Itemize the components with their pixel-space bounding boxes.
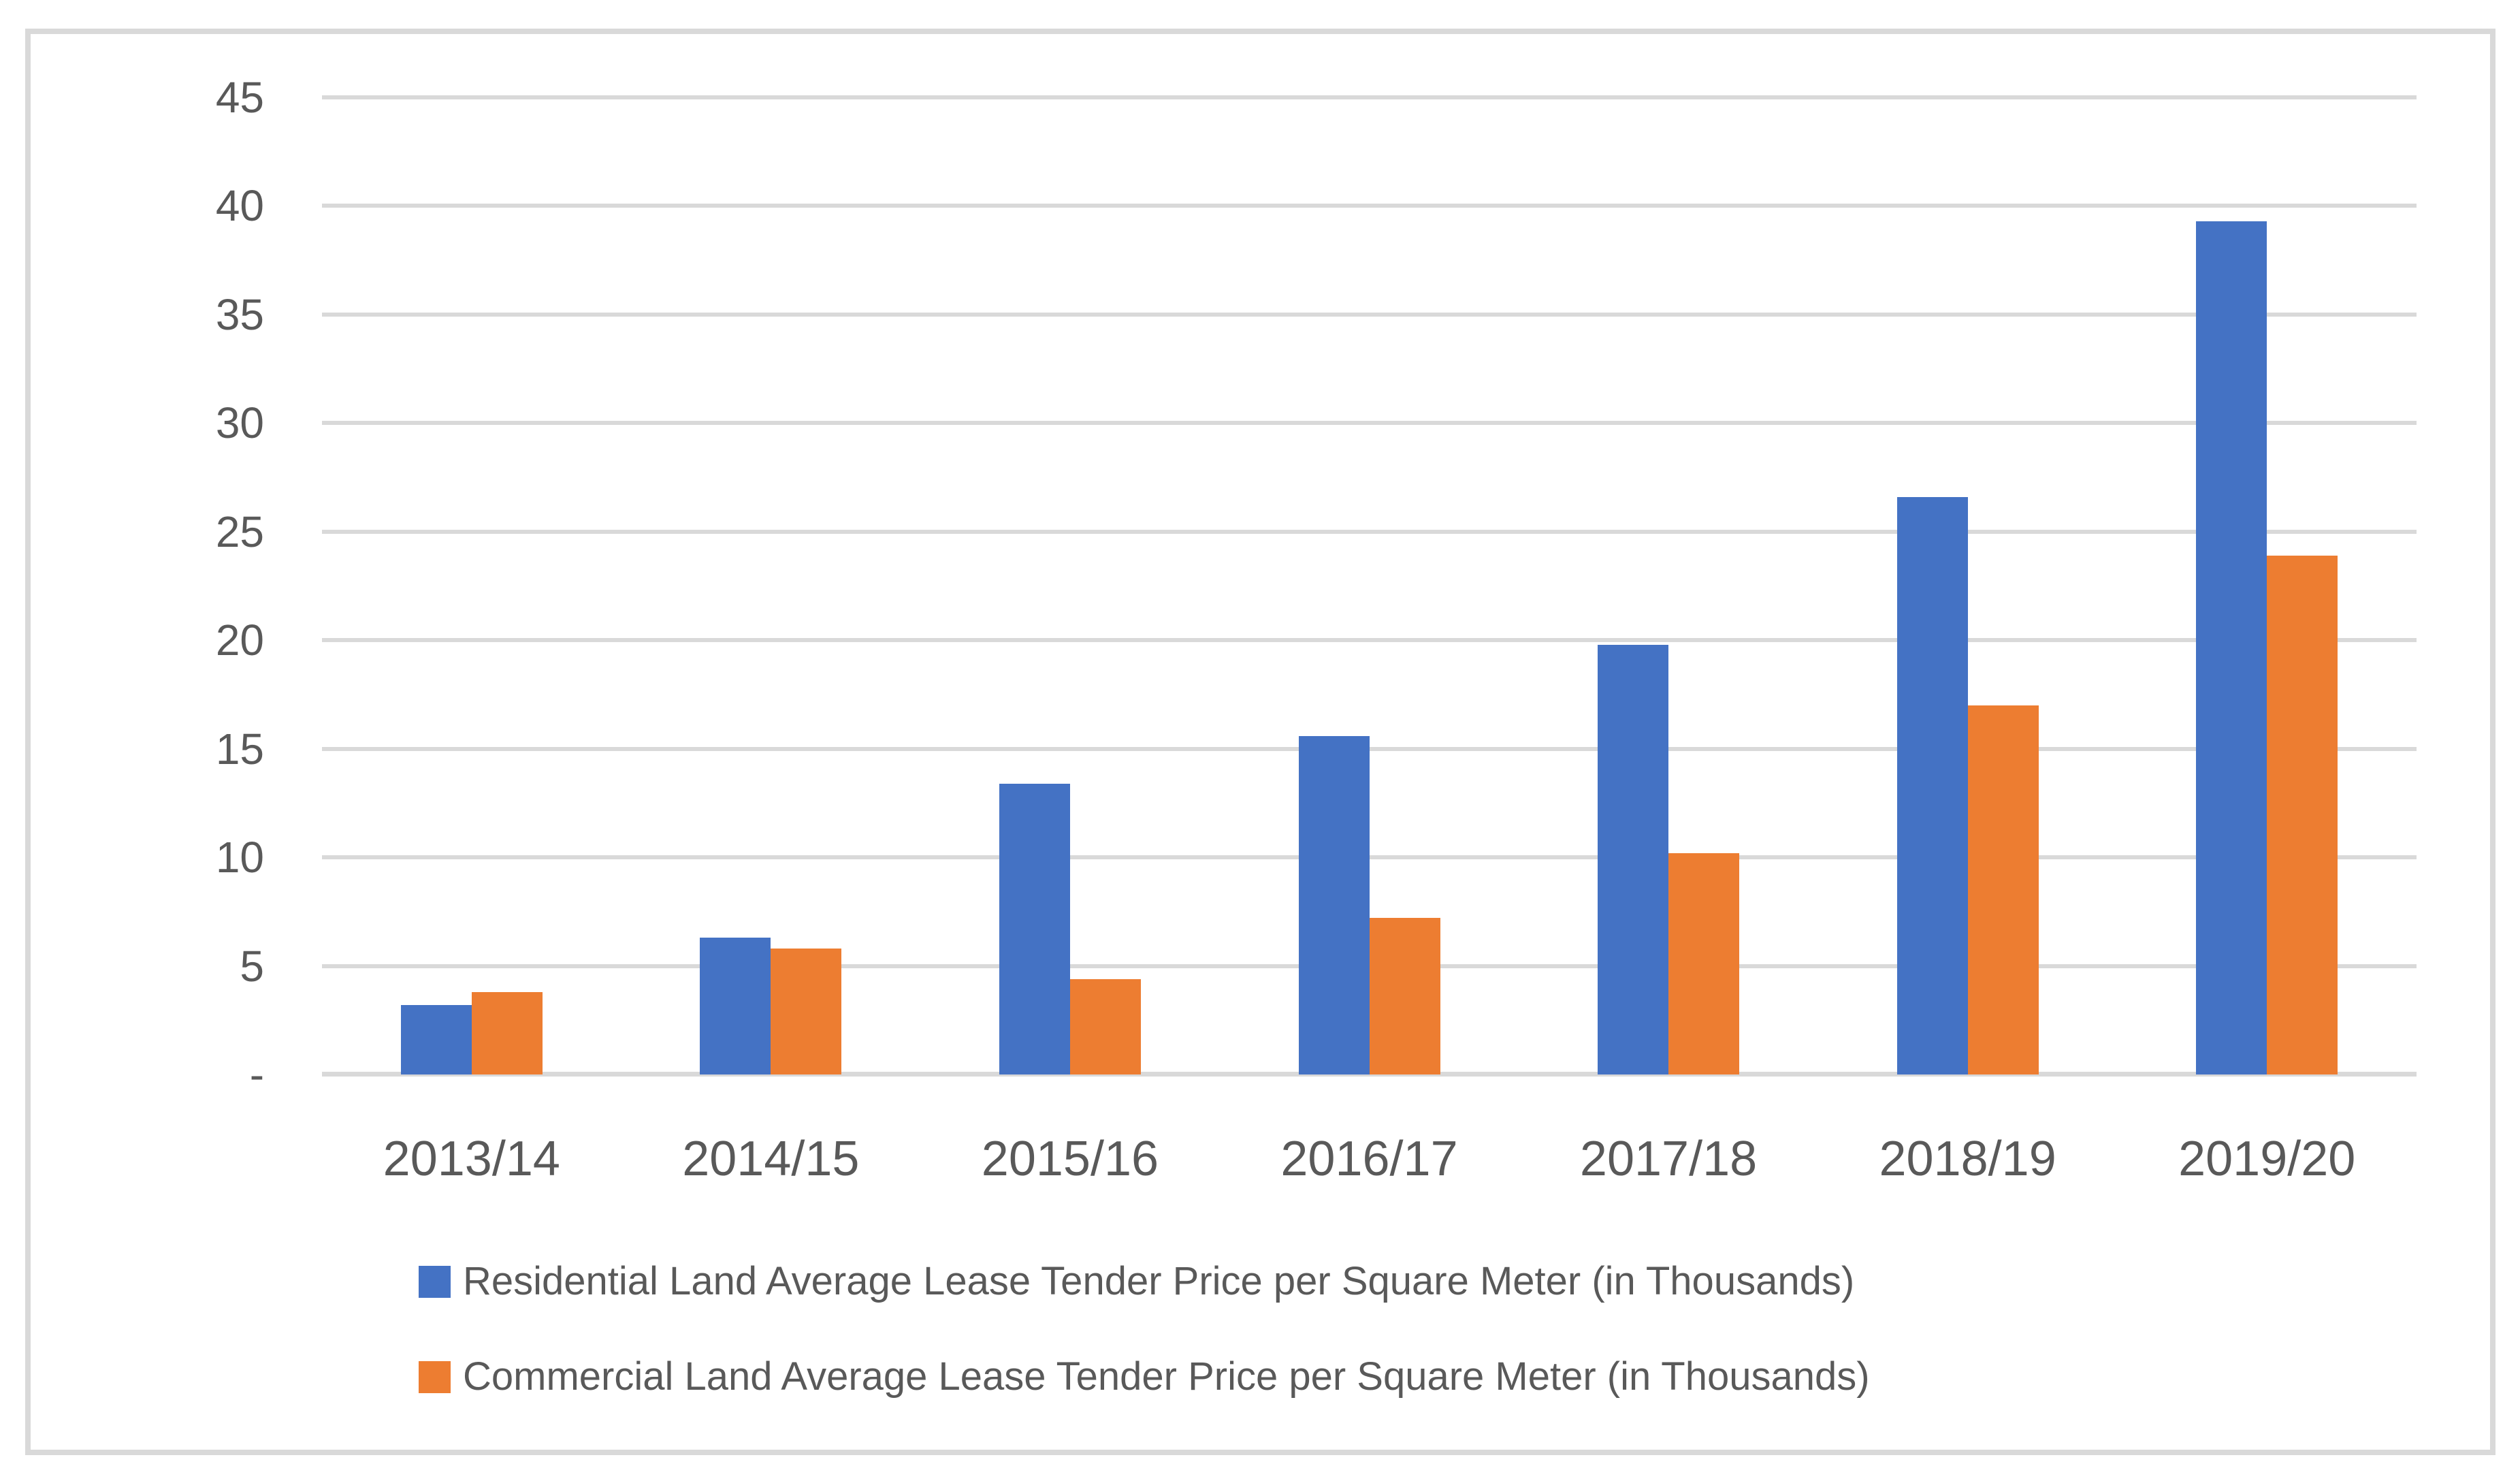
bar-residential-2019-20 — [2196, 221, 2267, 1074]
y-tick-label-25: 25 — [215, 507, 264, 556]
gridline-10 — [322, 855, 2417, 860]
bar-residential-2017-18 — [1598, 644, 1669, 1074]
y-tick-label-30: 30 — [215, 398, 264, 448]
gridline-30 — [322, 421, 2417, 426]
y-tick-label-20: 20 — [215, 616, 264, 665]
y-tick-label-45: 45 — [215, 73, 264, 122]
x-tick-label-2013-14: 2013/14 — [383, 1132, 560, 1186]
bar-commercial-2015-16 — [1069, 978, 1141, 1074]
y-tick-label-40: 40 — [215, 181, 264, 231]
bar-commercial-2019-20 — [2267, 555, 2338, 1074]
gridline-25 — [322, 529, 2417, 534]
legend-item-commercial: Commercial Land Average Lease Tender Pri… — [419, 1353, 1870, 1401]
bar-commercial-2017-18 — [1668, 853, 1740, 1074]
legend-label-residential: Residential Land Average Lease Tender Pr… — [463, 1259, 1855, 1303]
legend-swatch-residential-icon — [419, 1265, 451, 1298]
bar-residential-2014-15 — [700, 938, 771, 1074]
bar-residential-2016-17 — [1298, 735, 1370, 1074]
x-tick-label-2016-17: 2016/17 — [1280, 1132, 1458, 1186]
legend-item-residential: Residential Land Average Lease Tender Pr… — [419, 1258, 1854, 1305]
bar-commercial-2018-19 — [1967, 705, 2039, 1074]
gridline-35 — [322, 312, 2417, 317]
gridline-20 — [322, 638, 2417, 643]
plot-area — [322, 95, 2417, 1077]
bar-residential-2013-14 — [400, 1004, 472, 1074]
x-tick-label-2017-18: 2017/18 — [1579, 1132, 1758, 1186]
legend-label-commercial: Commercial Land Average Lease Tender Pri… — [463, 1354, 1870, 1399]
gridline-40 — [322, 204, 2417, 208]
bar-commercial-2014-15 — [771, 949, 842, 1074]
x-tick-label-2015-16: 2015/16 — [981, 1132, 1159, 1186]
x-tick-label-2014-15: 2014/15 — [682, 1132, 860, 1186]
bar-residential-2018-19 — [1896, 496, 1968, 1074]
y-tick-label-0: - — [249, 1050, 264, 1099]
gridline-15 — [322, 746, 2417, 751]
chart-border-frame — [25, 29, 2495, 1455]
legend-swatch-commercial-icon — [419, 1360, 451, 1393]
bar-residential-2015-16 — [999, 783, 1070, 1074]
gridline-45 — [322, 95, 2417, 99]
y-tick-label-35: 35 — [215, 289, 264, 339]
bar-commercial-2016-17 — [1369, 918, 1440, 1074]
y-tick-label-10: 10 — [215, 833, 264, 882]
x-tick-label-2019-20: 2019/20 — [2178, 1132, 2356, 1186]
y-tick-label-5: 5 — [240, 941, 264, 991]
y-tick-label-15: 15 — [215, 724, 264, 774]
x-tick-label-2018-19: 2018/19 — [1879, 1132, 2056, 1186]
bar-commercial-2013-14 — [471, 991, 543, 1074]
